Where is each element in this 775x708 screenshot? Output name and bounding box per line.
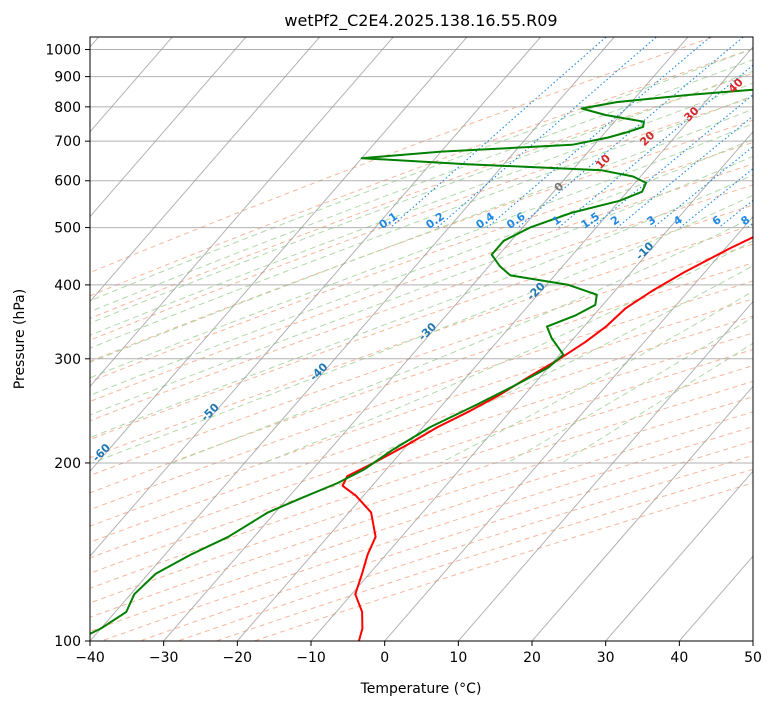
- isotherm-line: [236, 46, 753, 641]
- dry-adiabat-line: [90, 365, 753, 589]
- x-tick-label: 30: [597, 650, 615, 666]
- isotherm-line: [457, 300, 753, 641]
- y-tick-label: 900: [54, 70, 81, 86]
- isotherm-line: [605, 470, 753, 641]
- axis-ticks: −40 −30 −20 −10 0 10 20 30 40 50 100 200 300 400 500 60…: [45, 43, 762, 666]
- moist-adiabat-line: [90, 59, 753, 313]
- moist-adiabat-line: [90, 138, 753, 396]
- x-tick-label: 0: [380, 650, 389, 666]
- dry-adiabat-line: [90, 163, 753, 403]
- moist-adiabat-line: [90, 108, 753, 363]
- isotherm-line: [90, 37, 321, 303]
- x-tick-label: 50: [744, 650, 762, 666]
- y-tick-label: 300: [54, 352, 81, 368]
- isotherm-line: [90, 37, 247, 218]
- y-tick-label: 200: [54, 456, 81, 472]
- dry-adiabat-line: [90, 380, 753, 604]
- dry-adiabat-line: [90, 280, 753, 511]
- x-axis-label: Temperature (°C): [360, 681, 482, 697]
- mixing-ratio-line: [592, 93, 753, 229]
- isotherm-line: [90, 37, 542, 557]
- y-tick-label: 500: [54, 221, 81, 237]
- dewpoint-profile-line: [90, 88, 753, 635]
- moist-adiabat-line: [171, 216, 753, 464]
- moist-adiabat-line: [90, 48, 753, 302]
- x-tick-label: −20: [223, 650, 253, 666]
- isotherm-line: [310, 131, 753, 641]
- mixing-ratio-line: [558, 64, 753, 229]
- dry-adiabat-line: [90, 204, 753, 441]
- isotherm-line: [90, 37, 394, 388]
- mixing-ratio-line: [390, 37, 607, 229]
- background-lines: [90, 35, 775, 641]
- y-tick-label: 800: [54, 100, 81, 116]
- x-tick-label: −30: [149, 650, 179, 666]
- y-tick-label: 1000: [45, 43, 81, 59]
- mixing-ratio-line: [770, 35, 775, 228]
- isotherm-line: [384, 215, 753, 641]
- dry-adiabat-line: [90, 315, 753, 543]
- moist-adiabat-line: [357, 265, 753, 464]
- x-tick-label: −10: [296, 650, 326, 666]
- temperature-profile-line: [341, 236, 753, 641]
- x-tick-label: 40: [670, 650, 688, 666]
- mixing-ratio-line: [517, 37, 745, 229]
- dry-adiabat-line: [90, 119, 753, 362]
- dry-adiabat-line: [90, 332, 753, 559]
- x-tick-label: −40: [75, 650, 105, 666]
- moist-adiabat-line: [90, 174, 753, 439]
- dry-adiabat-line: [90, 184, 753, 422]
- moist-adiabat-line: [90, 82, 753, 336]
- isotherm-line: [163, 37, 689, 641]
- isotherm-line: [90, 37, 468, 473]
- moist-adiabat-line: [439, 290, 753, 464]
- moist-adiabat-line: [90, 155, 753, 416]
- mixing-ratio-line: [436, 37, 658, 229]
- y-axis-label: Pressure (hPa): [12, 289, 28, 389]
- dry-adiabat-line: [90, 224, 753, 459]
- x-tick-label: 20: [523, 650, 541, 666]
- plot-frame: [89, 36, 754, 642]
- chart-title: wetPf2_C2E4.2025.138.16.55.R09: [284, 11, 557, 31]
- moist-adiabat-line: [90, 70, 753, 324]
- isotherm-line: [531, 385, 753, 641]
- profile-lines: [90, 88, 753, 641]
- mixing-ratio-line: [486, 37, 711, 229]
- x-tick-label: 10: [449, 650, 467, 666]
- y-tick-label: 400: [54, 278, 81, 294]
- dry-adiabat-line: [90, 96, 753, 341]
- dry-adiabat-line: [90, 262, 753, 494]
- y-tick-label: 700: [54, 134, 81, 150]
- y-tick-label: 600: [54, 174, 81, 190]
- isotherm-line: [90, 37, 615, 641]
- y-tick-label: 100: [54, 634, 81, 650]
